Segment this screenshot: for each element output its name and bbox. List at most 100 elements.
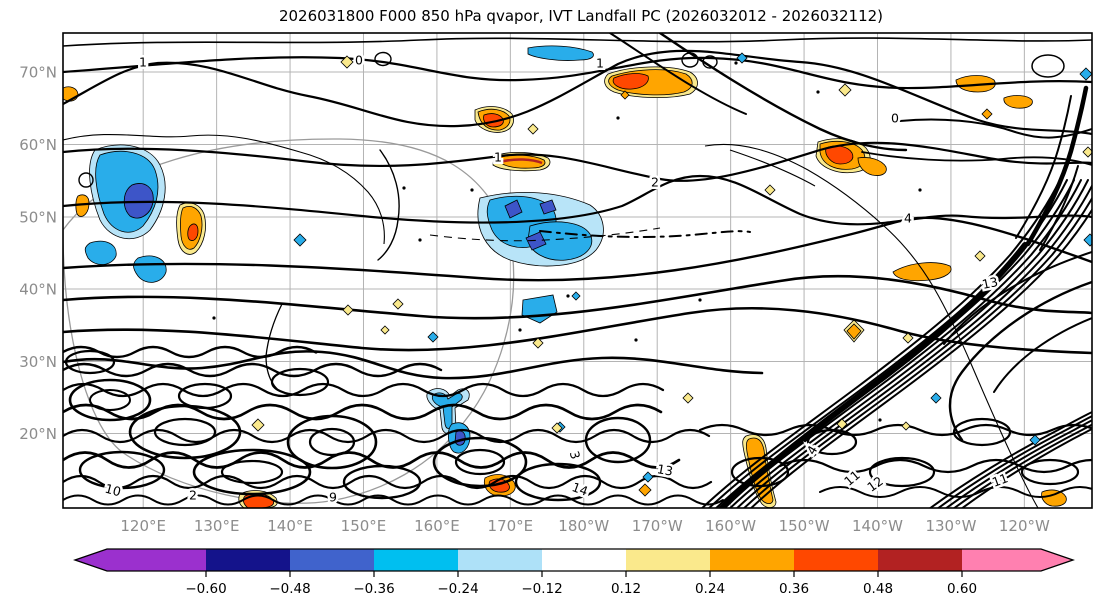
colorbar-segment xyxy=(374,549,458,571)
closed-contour xyxy=(64,349,116,375)
contour-squiggle xyxy=(698,423,1092,437)
dot-marker xyxy=(518,328,522,332)
dot-marker xyxy=(698,298,702,302)
contour-squiggle xyxy=(778,458,1092,474)
contour-label: 4 xyxy=(904,211,912,226)
colorbar-tick-label: 0.60 xyxy=(947,581,977,597)
closed-contour xyxy=(308,427,356,457)
contour-band-line xyxy=(735,183,1092,508)
closed-contour xyxy=(514,462,602,502)
dot-marker xyxy=(616,116,620,120)
lon-tick-label: 160°W xyxy=(705,517,756,535)
lon-tick-label: 150°E xyxy=(341,517,387,535)
closed-contour xyxy=(177,382,233,410)
anomaly-diamond xyxy=(902,332,914,344)
lon-tick-label: 130°E xyxy=(194,517,240,535)
dot-marker xyxy=(918,188,922,192)
dot-marker xyxy=(634,338,638,342)
anomaly-diamond xyxy=(340,55,354,69)
colorbar-segment xyxy=(878,549,962,571)
contour-band-core xyxy=(717,242,1028,508)
lon-tick-label: 130°W xyxy=(925,517,976,535)
closed-contour xyxy=(78,450,166,490)
colorbar-over-arrow xyxy=(1041,549,1073,571)
contour-label: 2 xyxy=(651,175,659,190)
colorbar: −0.60 −0.48 −0.36 −0.24 −0.12 0.12 0.24 0.36 0.4… xyxy=(73,548,1075,597)
anomaly-diamond xyxy=(736,52,748,64)
closed-contour xyxy=(88,388,132,412)
colorbar-tick-label: 0.48 xyxy=(863,581,893,597)
dot-marker xyxy=(402,186,406,190)
colorbar-tick-label: 0.36 xyxy=(779,581,809,597)
lat-tick-label: 40°N xyxy=(19,281,57,299)
colorbar-over-segment xyxy=(962,549,1041,571)
colorbar-segment xyxy=(458,549,542,571)
contour-label: 10 xyxy=(103,481,122,500)
closed-contour xyxy=(286,414,378,470)
colorbar-tick-label: −0.60 xyxy=(185,581,226,597)
qvapor-contour-lines xyxy=(63,33,1092,508)
longitude-axis-labels: 120°E 130°E 140°E 150°E 160°E 170°E 180°W 170°W… xyxy=(120,517,1050,535)
contour-label: 0 xyxy=(355,53,363,68)
lon-tick-label: 180°W xyxy=(558,517,609,535)
anomaly-diamond xyxy=(682,392,694,404)
colorbar-segment xyxy=(206,549,290,571)
contour-label: 0 xyxy=(891,111,899,126)
small-anomaly-diamonds xyxy=(251,52,1092,497)
closed-contour xyxy=(192,448,312,496)
contour-band-line xyxy=(960,427,1092,508)
anomaly-diamond xyxy=(392,298,404,310)
lon-tick-label: 140°W xyxy=(852,517,903,535)
anomaly-diamond xyxy=(866,477,878,489)
dot-marker xyxy=(418,238,422,242)
anomaly-diamond xyxy=(638,483,652,497)
contour-squiggle xyxy=(63,428,711,444)
contour-band-line xyxy=(728,179,1089,508)
coastlines xyxy=(63,133,1039,508)
lon-tick-label: 120°W xyxy=(999,517,1050,535)
anomaly-diamond xyxy=(838,83,852,97)
colorbar-outline xyxy=(73,548,1075,572)
anomaly-diamond xyxy=(571,291,581,301)
dot-marker xyxy=(878,418,882,422)
contour-band-line xyxy=(952,423,1092,508)
closed-contour xyxy=(806,428,858,456)
colorbar-segment xyxy=(542,549,626,571)
anomaly-diamond xyxy=(901,421,911,431)
contour-band-line xyxy=(742,196,1092,508)
anomaly-diamond xyxy=(532,337,544,349)
contour-label: 9 xyxy=(329,490,337,505)
closed-contour xyxy=(128,404,242,460)
dot-marker xyxy=(566,294,570,298)
closed-contour xyxy=(584,416,652,464)
closed-contour xyxy=(220,459,284,485)
anomaly-diamond xyxy=(380,325,390,335)
closed-contour xyxy=(952,417,1012,447)
anomaly-diamond xyxy=(1083,233,1092,247)
contour-label: 1 xyxy=(596,56,604,71)
contour-band-line xyxy=(707,179,1068,508)
closed-contour xyxy=(432,436,528,488)
contour-label: 12 xyxy=(864,473,886,494)
contour-label: 1 xyxy=(139,55,147,70)
colorbar-tick-label: 0.24 xyxy=(695,581,725,597)
colorbar-under-arrow xyxy=(75,549,107,571)
colorbar-segment xyxy=(626,549,710,571)
colorbar-segment xyxy=(794,549,878,571)
contour-band-line xyxy=(700,179,1061,508)
dot-marker xyxy=(212,316,216,320)
dot-marker xyxy=(816,90,820,94)
contour-squiggle xyxy=(63,362,443,378)
dot-marker xyxy=(470,188,474,192)
anomaly-diamond xyxy=(551,422,563,434)
figure-title: 2026031800 F000 850 hPa qvapor, IVT Land… xyxy=(279,7,883,25)
lon-tick-label: 170°W xyxy=(632,517,683,535)
anomaly-diamond xyxy=(764,184,776,196)
contour-squiggle xyxy=(63,382,665,398)
colorbar-tick-label: −0.36 xyxy=(353,581,394,597)
closed-contour xyxy=(342,464,422,500)
closed-contour xyxy=(153,417,217,447)
contour-band-line xyxy=(749,208,1092,508)
latitude-axis-labels: 70°N 60°N 50°N 40°N 30°N 20°N xyxy=(19,64,57,444)
anomaly-diamond xyxy=(836,418,848,430)
